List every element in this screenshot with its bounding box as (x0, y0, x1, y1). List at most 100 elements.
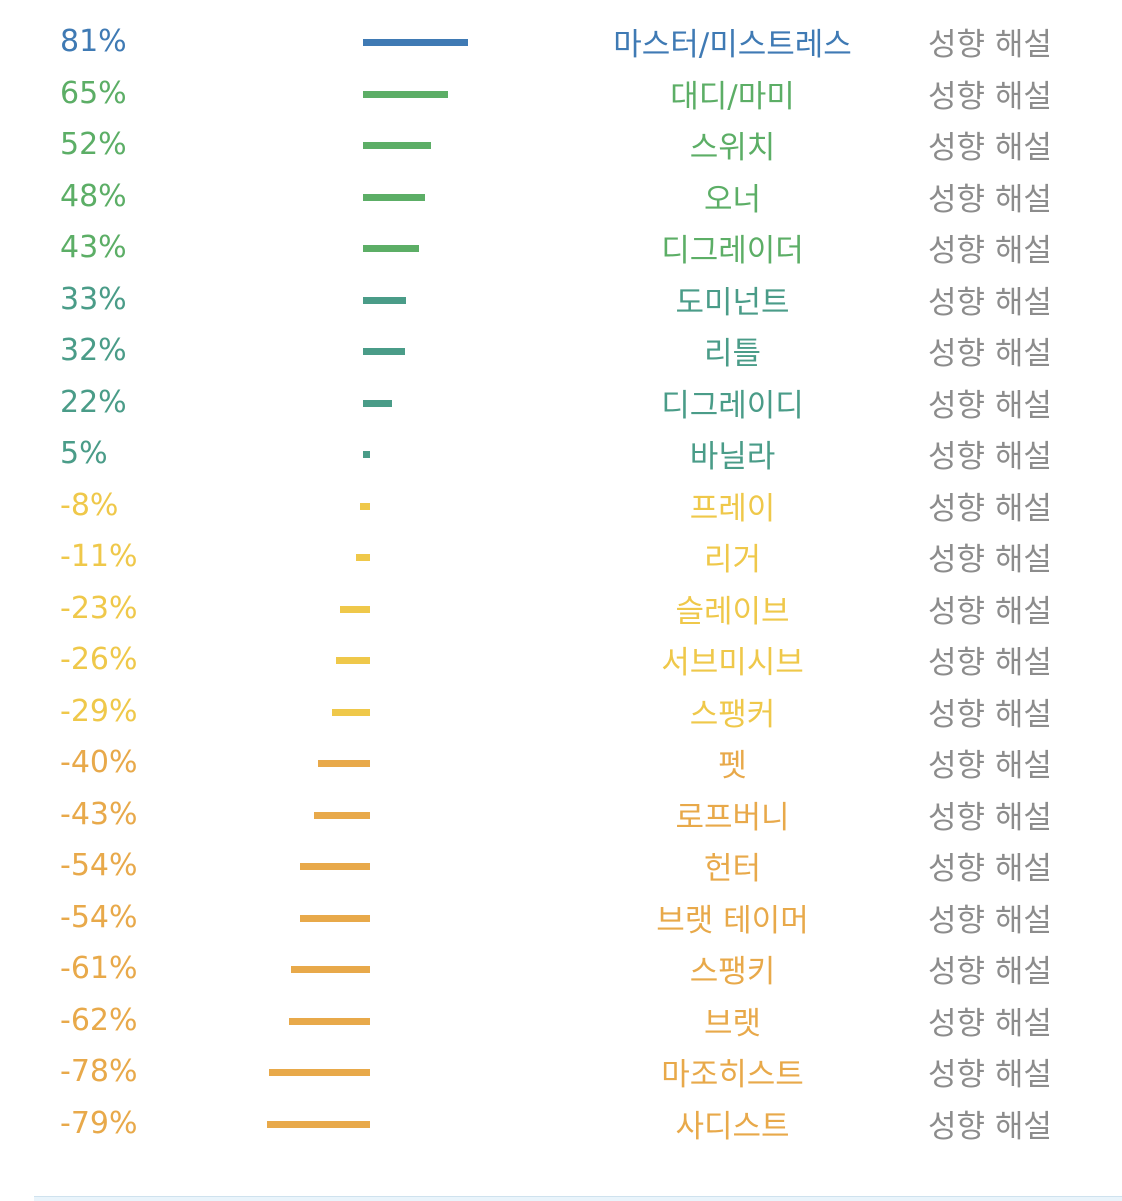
percent-label: -23% (60, 590, 138, 626)
bar (340, 605, 370, 613)
category-label: 대디/마미 (670, 78, 795, 115)
bar (359, 502, 370, 510)
category-label: 브랫 (703, 1005, 762, 1042)
chart-row: -79% 사디스트 성향 해설 (0, 1104, 1122, 1155)
bar (363, 296, 406, 304)
category-label: 리거 (703, 542, 762, 578)
bar (289, 1017, 370, 1025)
category-label: 로프버니 (675, 799, 790, 836)
bar (267, 1120, 370, 1128)
percent-label: 5% (60, 436, 108, 471)
tendency-explanation-link[interactable]: 성향 해설 (928, 336, 1052, 372)
tendency-explanation-link[interactable]: 성향 해설 (928, 387, 1052, 424)
bar (363, 399, 392, 407)
tendency-chart: 81% 마스터/미스트레스 성향 해설 65% 대디/마미 성향 해설 52% 스위치 성향 해… (0, 22, 1122, 1155)
chart-row: -54% 브랫 테이머 성향 해설 (0, 898, 1122, 949)
percent-label: -26% (60, 642, 138, 677)
tendency-explanation-link[interactable]: 성향 해설 (928, 27, 1052, 63)
tendency-explanation-link[interactable]: 성향 해설 (928, 439, 1052, 475)
percent-label: 52% (60, 127, 127, 162)
tendency-explanation-link[interactable]: 성향 해설 (928, 78, 1052, 115)
chart-row: -23% 슬레이브 성향 해설 (0, 589, 1122, 640)
tendency-explanation-link[interactable]: 성향 해설 (928, 696, 1052, 733)
tendency-explanation-link[interactable]: 성향 해설 (928, 1108, 1052, 1145)
chart-row: 81% 마스터/미스트레스 성향 해설 (0, 22, 1122, 73)
percent-label: -43% (60, 796, 138, 832)
bar (336, 657, 370, 664)
category-label: 오너 (703, 181, 762, 218)
tendency-explanation-link[interactable]: 성향 해설 (928, 645, 1052, 681)
category-label: 프레이 (689, 490, 776, 527)
tendency-explanation-link[interactable]: 성향 해설 (928, 593, 1052, 630)
percent-label: -11% (60, 539, 138, 574)
chart-row: -43% 로프버니 성향 해설 (0, 795, 1122, 846)
tendency-explanation-link[interactable]: 성향 해설 (928, 130, 1052, 166)
bar (299, 914, 370, 922)
category-label: 마스터/미스트레스 (613, 27, 852, 63)
tendency-explanation-link[interactable]: 성향 해설 (928, 748, 1052, 784)
tendency-explanation-link[interactable]: 성향 해설 (928, 181, 1052, 218)
chart-row: 5% 바닐라 성향 해설 (0, 434, 1122, 485)
bar (363, 245, 419, 252)
percent-label: -40% (60, 745, 138, 780)
chart-row: -29% 스팽커 성향 해설 (0, 692, 1122, 743)
chart-row: 33% 도미넌트 성향 해설 (0, 280, 1122, 331)
chart-row: 48% 오너 성향 해설 (0, 177, 1122, 228)
category-label: 마조히스트 (661, 1057, 804, 1093)
category-label: 서브미시브 (661, 645, 804, 681)
chart-row: -8% 프레이 성향 해설 (0, 486, 1122, 537)
tendency-explanation-link[interactable]: 성향 해설 (928, 542, 1052, 578)
tendency-explanation-link[interactable]: 성향 해설 (928, 902, 1052, 939)
percent-label: 81% (60, 24, 127, 59)
bar (363, 142, 431, 149)
bar (332, 708, 370, 716)
tendency-explanation-link[interactable]: 성향 해설 (928, 233, 1052, 269)
category-label: 슬레이브 (675, 593, 790, 630)
category-label: 스팽키 (689, 954, 776, 990)
category-label: 리틀 (703, 336, 762, 372)
tendency-explanation-link[interactable]: 성향 해설 (928, 851, 1052, 887)
chart-row: 52% 스위치 성향 해설 (0, 125, 1122, 176)
category-label: 도미넌트 (675, 284, 790, 321)
chart-row: 43% 디그레이더 성향 해설 (0, 228, 1122, 279)
category-label: 사디스트 (675, 1108, 790, 1145)
bottom-panel-edge (34, 1196, 1122, 1201)
category-label: 스위치 (689, 130, 776, 166)
bar (355, 554, 370, 561)
percent-label: 48% (60, 178, 127, 214)
chart-row: -54% 헌터 성향 해설 (0, 846, 1122, 897)
category-label: 스팽커 (689, 696, 776, 733)
chart-row: 32% 리틀 성향 해설 (0, 331, 1122, 382)
tendency-explanation-link[interactable]: 성향 해설 (928, 1005, 1052, 1042)
percent-label: -8% (60, 487, 119, 523)
tendency-explanation-link[interactable]: 성향 해설 (928, 490, 1052, 527)
category-label: 브랫 테이머 (656, 902, 809, 939)
percent-label: -79% (60, 1105, 138, 1141)
bar (314, 811, 370, 819)
bar (299, 863, 370, 870)
bar (363, 193, 426, 201)
tendency-explanation-link[interactable]: 성향 해설 (928, 284, 1052, 321)
bar (363, 451, 370, 458)
bar (318, 760, 370, 767)
percent-label: 22% (60, 384, 127, 420)
percent-label: 65% (60, 75, 127, 111)
chart-row: 65% 대디/마미 성향 해설 (0, 74, 1122, 125)
bar (363, 39, 469, 46)
tendency-explanation-link[interactable]: 성향 해설 (928, 1057, 1052, 1093)
bar (290, 966, 370, 973)
percent-label: -78% (60, 1054, 138, 1089)
percent-label: 43% (60, 230, 127, 265)
tendency-explanation-link[interactable]: 성향 해설 (928, 954, 1052, 990)
percent-label: 32% (60, 333, 127, 368)
chart-row: -40% 펫 성향 해설 (0, 743, 1122, 794)
category-label: 디그레이더 (661, 233, 804, 269)
percent-label: -54% (60, 899, 138, 935)
category-label: 디그레이디 (661, 387, 804, 424)
chart-row: -62% 브랫 성향 해설 (0, 1001, 1122, 1052)
bar (363, 348, 405, 355)
chart-row: -78% 마조히스트 성향 해설 (0, 1052, 1122, 1103)
tendency-explanation-link[interactable]: 성향 해설 (928, 799, 1052, 836)
category-label: 펫 (718, 748, 747, 784)
percent-label: -54% (60, 848, 138, 883)
